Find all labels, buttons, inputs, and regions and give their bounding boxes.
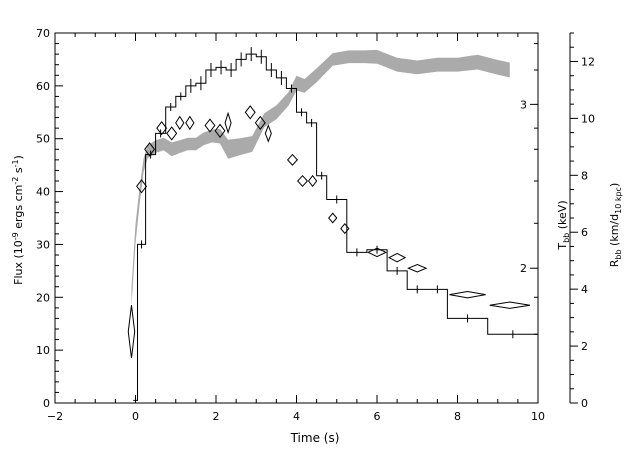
y-outer-right-tick-label: 8 (581, 169, 588, 182)
temperature-diamond-layer (127, 105, 531, 359)
y-left-tick-label: 10 (36, 344, 50, 357)
temperature-diamond (307, 174, 318, 188)
y-inner-right-tick-label: 2 (520, 262, 527, 275)
x-tick-label: 6 (374, 410, 381, 423)
temperature-diamond (489, 301, 531, 309)
y-outer-right-tick-label: 12 (581, 55, 595, 68)
temperature-diamond (387, 252, 407, 263)
x-tick-label: 10 (531, 410, 545, 423)
x-tick-label: 0 (132, 410, 139, 423)
temperature-diamond (185, 115, 195, 131)
temperature-diamond (204, 118, 216, 133)
y-left-tick-label: 30 (36, 238, 50, 251)
temperature-diamond (264, 124, 272, 143)
temperature-diamond (244, 105, 256, 120)
temperature-diamond (254, 115, 266, 131)
temperature-diamond (127, 305, 136, 359)
temperature-diamond (340, 223, 350, 235)
temperature-diamond (297, 174, 309, 188)
y-outer-right-tick-label: 4 (581, 283, 588, 296)
y-axis-label-right-inner: Tbb (keV) (556, 200, 571, 250)
x-tick-label: 8 (454, 410, 461, 423)
y-left-tick-label: 40 (36, 186, 50, 199)
y-left-tick-label: 60 (36, 80, 50, 93)
temperature-diamond (286, 153, 298, 166)
y-outer-right-tick-label: 6 (581, 226, 588, 239)
y-axis-label-right-outer: Rbb (km/d10 kpc) (608, 183, 623, 268)
y-outer-right-tick-label: 0 (581, 397, 588, 410)
x-axis-label: Time (s) (290, 431, 340, 445)
temperature-diamond (144, 142, 156, 157)
y-inner-right-tick-label: 3 (520, 98, 527, 111)
temperature-diamond (166, 126, 178, 141)
flux-step-line (133, 53, 538, 401)
temperature-diamond (175, 115, 185, 131)
temperature-diamond (449, 290, 486, 299)
x-tick-label: 2 (213, 410, 220, 423)
y-left-tick-label: 0 (43, 397, 50, 410)
x-tick-label: −2 (47, 410, 63, 423)
y-left-tick-label: 20 (36, 291, 50, 304)
temperature-diamond (214, 123, 226, 138)
y-left-tick-label: 70 (36, 27, 50, 40)
temperature-diamond (407, 263, 428, 273)
y-left-tick-label: 50 (36, 133, 50, 146)
temperature-diamond (366, 247, 388, 258)
temperature-diamond (224, 111, 232, 135)
temperature-diamond (136, 179, 147, 194)
axes-layer (54, 32, 578, 404)
y-outer-right-tick-label: 10 (581, 112, 595, 125)
y-outer-right-tick-label: 2 (581, 340, 588, 353)
flux-step-layer (133, 47, 538, 401)
radius-band (131, 49, 510, 307)
y-axis-label-left: Flux (10-9 ergs cm-2 s-1) (11, 155, 25, 285)
temperature-diamond (328, 212, 338, 224)
temperature-diamond (156, 120, 168, 136)
x-tick-label: 4 (293, 410, 300, 423)
radius-band-layer (131, 49, 510, 307)
